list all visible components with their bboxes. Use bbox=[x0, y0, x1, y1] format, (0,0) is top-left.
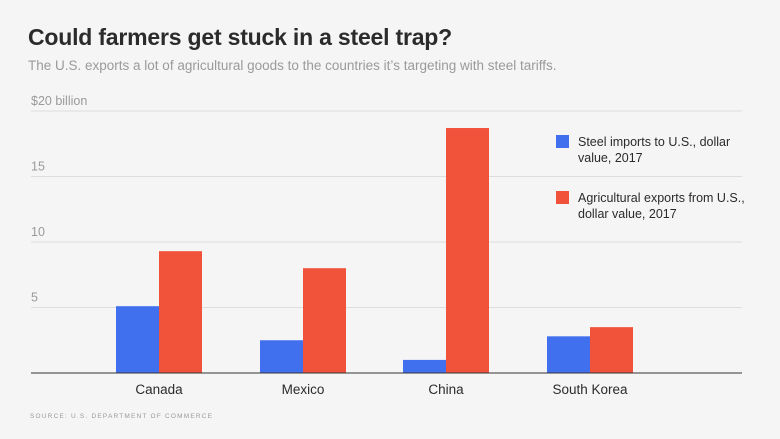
legend-swatch-steel bbox=[556, 135, 569, 148]
bar-south-korea-steel bbox=[547, 336, 590, 373]
legend-label-steel: Steel imports to U.S., dollar value, 201… bbox=[578, 135, 731, 165]
legend-item-steel: Steel imports to U.S., dollar value, 201… bbox=[556, 134, 753, 166]
bar-south-korea-agriculture bbox=[590, 327, 633, 373]
x-tick-label-mexico: Mexico bbox=[282, 382, 325, 397]
y-tick-label-1: 15 bbox=[31, 160, 45, 174]
source-note: SOURCE: U.S. DEPARTMENT OF COMMERCE bbox=[30, 413, 214, 420]
bar-canada-agriculture bbox=[159, 251, 202, 373]
bar-china-steel bbox=[403, 359, 446, 373]
chart-subtitle: The U.S. exports a lot of agricultural g… bbox=[28, 58, 557, 73]
x-tick-label-south-korea: South Korea bbox=[552, 382, 628, 397]
y-tick-label-2: 10 bbox=[31, 225, 45, 239]
y-tick-label-3: 5 bbox=[31, 291, 38, 305]
y-tick-label-0: $20 billion bbox=[31, 94, 87, 108]
x-tick-label-china: China bbox=[428, 382, 464, 397]
legend-swatch-agriculture bbox=[556, 191, 569, 204]
bar-canada-steel bbox=[116, 306, 159, 373]
chart-title: Could farmers get stuck in a steel trap? bbox=[28, 24, 453, 50]
x-tick-label-canada: Canada bbox=[135, 382, 183, 397]
bar-china-agriculture bbox=[446, 128, 489, 373]
legend-item-agriculture: Agricultural exports from U.S., dollar v… bbox=[556, 190, 753, 222]
bar-mexico-agriculture bbox=[303, 268, 346, 373]
legend-label-agriculture: Agricultural exports from U.S., dollar v… bbox=[578, 191, 745, 221]
bar-mexico-steel bbox=[260, 340, 303, 373]
